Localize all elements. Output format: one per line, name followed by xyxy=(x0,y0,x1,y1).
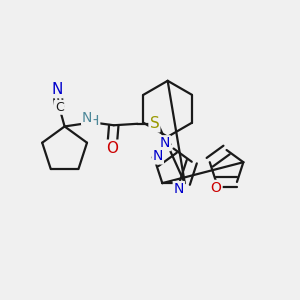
Text: N: N xyxy=(160,136,170,150)
Text: O: O xyxy=(106,141,118,156)
Text: O: O xyxy=(211,181,222,195)
Text: N: N xyxy=(174,182,184,196)
Text: N: N xyxy=(82,111,92,124)
Text: C: C xyxy=(55,101,64,114)
Text: S: S xyxy=(149,116,159,131)
Text: N: N xyxy=(51,82,63,97)
Text: N: N xyxy=(152,149,163,164)
Text: H: H xyxy=(89,114,99,128)
